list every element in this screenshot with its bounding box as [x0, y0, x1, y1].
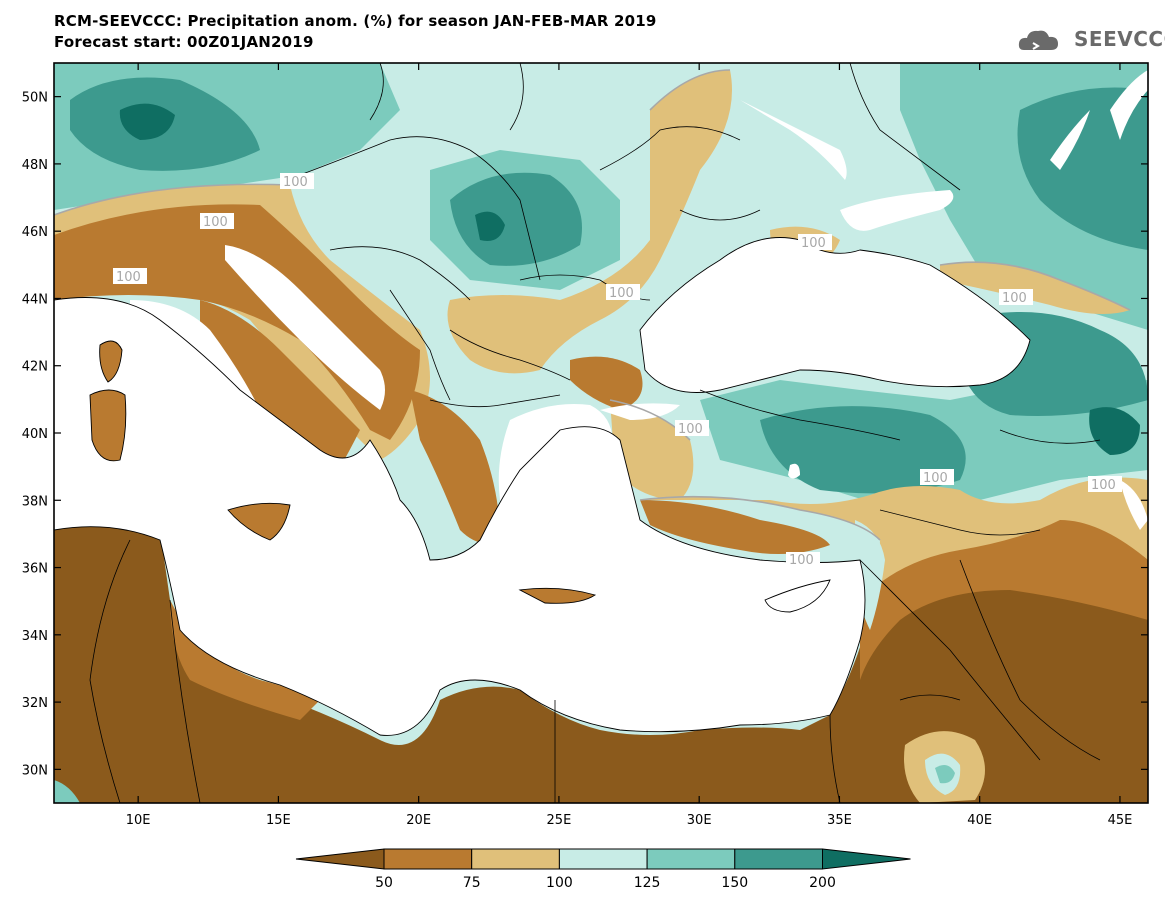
legend-colorbar: 50 75 100 125 150 200 [295, 848, 911, 891]
lon-tick-label: 20E [406, 813, 431, 828]
contour-label: 100 [283, 175, 308, 190]
marmara-sea [600, 403, 680, 420]
lat-tick-label: 38N [22, 494, 48, 509]
lon-ticks: 10E 15E 20E 25E 30E 35E 40E 45E [126, 63, 1133, 828]
sardinia-land [90, 390, 126, 461]
sicily-land [228, 503, 290, 540]
anomaly-50-75-adriatic [54, 204, 420, 440]
lat-tick-label: 50N [22, 91, 48, 106]
legend-label: 50 [375, 875, 393, 891]
anomaly-200-core-2 [119, 103, 175, 140]
anomaly-75-100-ukraine [447, 70, 732, 374]
cloud-logo-icon [1018, 30, 1058, 50]
anomaly-below-50-africa [54, 525, 1148, 803]
contour-label: 100 [789, 553, 814, 568]
legend-swatch [558, 848, 648, 870]
lat-tick-label: 46N [22, 225, 48, 240]
anomaly-50-75-libya-coast [170, 600, 320, 720]
contour-label: 100 [609, 286, 634, 301]
legend-swatch [471, 848, 560, 870]
contour-label: 100 [923, 471, 948, 486]
legend-label: 75 [463, 875, 481, 891]
legend-swatch-high [822, 848, 911, 870]
lat-tick-label: 48N [22, 158, 48, 173]
anomaly-75-100-anatolia-west [610, 400, 694, 500]
legend-swatch [383, 848, 473, 870]
legend-swatch [646, 848, 736, 870]
anomaly-200-romania [450, 172, 582, 266]
anomaly-200-caucasus-core [1089, 407, 1140, 455]
legend-label: 200 [809, 875, 836, 891]
lat-tick-label: 42N [22, 360, 48, 375]
lon-tick-label: 15E [266, 813, 291, 828]
black-sea [640, 237, 1030, 393]
lat-tick-label: 44N [22, 292, 48, 307]
lon-tick-label: 40E [967, 813, 992, 828]
legend-swatch-low [295, 848, 385, 870]
logo-text: SEEVCCC [1074, 27, 1165, 51]
lat-tick-label: 40N [22, 427, 48, 442]
country-borders [89, 63, 1101, 803]
map-title: RCM-SEEVCCC: Precipitation anom. (%) for… [54, 12, 657, 30]
lon-tick-label: 25E [547, 813, 572, 828]
anomaly-75-100-caucasus-n [940, 262, 1130, 314]
contour-label: 100 [203, 215, 228, 230]
anomaly-sw-corner [54, 780, 80, 803]
anomaly-50-75-greece [410, 390, 500, 544]
contour-labels: 100 100 100 100 100 100 100 100 100 100 [113, 173, 1122, 568]
missing-data-patches [740, 70, 1148, 530]
anomaly-150-arabia-spot [935, 764, 955, 784]
anomaly-200-anatolia [760, 406, 966, 494]
contour-label: 100 [678, 422, 703, 437]
lon-tick-label: 30E [687, 813, 712, 828]
azov-sea [840, 190, 954, 231]
lon-tick-label: 10E [126, 813, 151, 828]
contour-label: 100 [1002, 291, 1027, 306]
lon-tick-label: 45E [1108, 813, 1133, 828]
lon-tick-label: 35E [827, 813, 852, 828]
legend-label: 150 [721, 875, 748, 891]
anomaly-50-75-turkey-south [640, 500, 830, 554]
forecast-start: Forecast start: 00Z01JAN2019 [54, 33, 314, 51]
legend-label: 100 [546, 875, 573, 891]
lat-tick-label: 32N [22, 696, 48, 711]
lat-tick-label: 30N [22, 763, 48, 778]
anomaly-200-ne [1017, 87, 1148, 250]
tyrrhenian-sea [130, 300, 300, 496]
anomaly-50-75-levant-band [860, 520, 1148, 680]
lat-tick-label: 34N [22, 629, 48, 644]
anomaly-50-75-bulgaria [570, 356, 643, 410]
adriatic-sea [225, 245, 385, 410]
lat-tick-label: 36N [22, 562, 48, 577]
aegean-sea [498, 404, 620, 554]
contour-label: 100 [1091, 478, 1116, 493]
legend-swatch [734, 848, 823, 870]
contour-label: 100 [116, 270, 141, 285]
lat-ticks: 50N 48N 46N 44N 42N 40N 38N 36N 34N 32N 30N [22, 91, 1148, 778]
contour-label: 100 [801, 236, 826, 251]
legend-label: 125 [634, 875, 661, 891]
anomaly-200-core-1 [475, 211, 505, 241]
corsica-land [99, 341, 122, 382]
